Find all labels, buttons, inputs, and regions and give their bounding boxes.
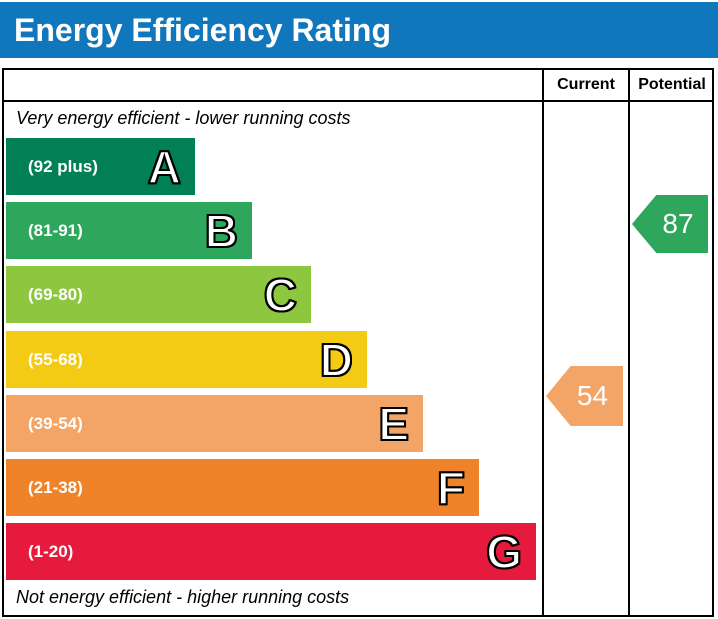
band-d-letter: D — [319, 333, 354, 386]
band-e-letter: E — [377, 397, 410, 450]
potential-column-divider — [628, 68, 630, 617]
bottom-note: Not energy efficient - higher running co… — [16, 587, 350, 607]
band-f: (21-38) F — [6, 459, 479, 516]
band-g-letter: G — [485, 525, 523, 578]
band-c-letter: C — [263, 268, 298, 321]
header-divider-line — [2, 100, 714, 102]
band-e-range: (39-54) — [28, 413, 83, 433]
band-c: (69-80) C — [6, 266, 311, 323]
current-column-header: Current — [557, 76, 615, 93]
band-a-letter: A — [147, 140, 182, 193]
band-f-letter: F — [436, 461, 466, 514]
band-g-range: (1-20) — [28, 541, 74, 561]
band-b-range: (81-91) — [28, 220, 83, 240]
band-f-range: (21-38) — [28, 477, 83, 497]
band-a-range: (92 plus) — [28, 156, 98, 176]
band-a: (92 plus) A — [6, 138, 195, 195]
band-d-range: (55-68) — [28, 349, 83, 369]
potential-column-header: Potential — [638, 76, 706, 93]
top-note: Very energy efficient - lower running co… — [16, 108, 351, 128]
band-b-letter: B — [204, 204, 239, 257]
band-c-range: (69-80) — [28, 284, 83, 304]
band-b: (81-91) B — [6, 202, 252, 259]
current-column-divider — [542, 68, 544, 617]
band-e: (39-54) E — [6, 395, 423, 452]
page-title: Energy Efficiency Rating — [14, 11, 391, 48]
title-bar: Energy Efficiency Rating — [0, 2, 718, 58]
band-d: (55-68) D — [6, 331, 367, 388]
band-g: (1-20) G — [6, 523, 536, 580]
